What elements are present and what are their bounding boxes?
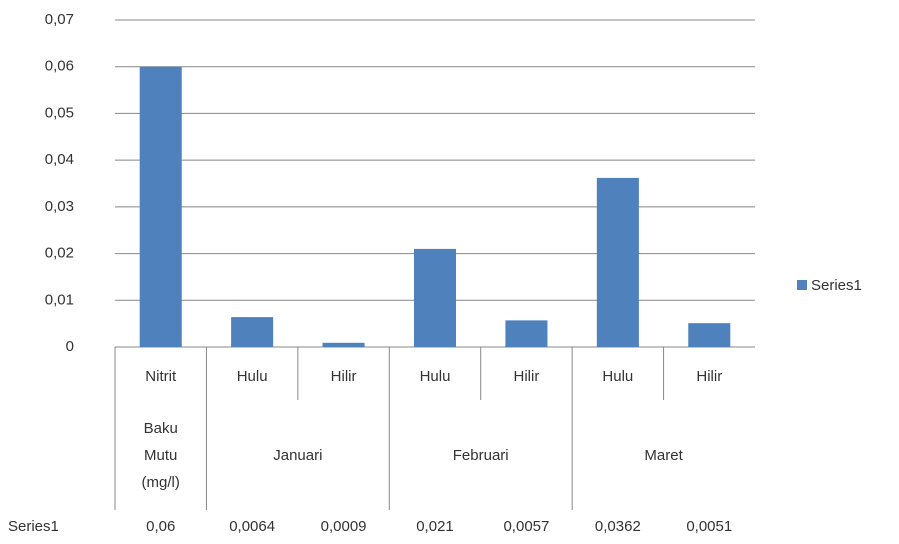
- category-group-label: Baku Mutu (mg/l): [141, 419, 180, 491]
- data-table-value: 0,0009: [321, 518, 367, 535]
- data-table-value: 0,06: [146, 518, 175, 535]
- x-tick-label: Hulu: [237, 368, 268, 385]
- bar: [139, 66, 182, 347]
- bar: [231, 317, 274, 347]
- legend-label: Series1: [811, 277, 862, 294]
- category-group-label: Maret: [644, 446, 683, 464]
- bar: [505, 320, 548, 347]
- y-tick-label: 0,01: [45, 291, 74, 308]
- x-tick-label: Hulu: [420, 368, 451, 385]
- data-table-value: 0,0064: [229, 518, 275, 535]
- data-table-series: Series1: [8, 518, 59, 535]
- category-group: Baku Mutu (mg/l): [115, 402, 206, 508]
- y-tick-label: 0,02: [45, 245, 74, 262]
- x-tick-label: Hulu: [602, 368, 633, 385]
- bar: [688, 323, 731, 347]
- y-tick-label: 0,04: [45, 151, 74, 168]
- category-group: Januari: [206, 402, 389, 508]
- data-table-value: 0,021: [416, 518, 454, 535]
- data-table-value: 0,0051: [686, 518, 732, 535]
- y-tick-label: 0,07: [45, 11, 74, 28]
- y-tick-label: 0,05: [45, 104, 74, 121]
- x-tick-label: Hilir: [331, 368, 357, 385]
- category-group-label: Februari: [452, 446, 509, 464]
- bar: [322, 342, 365, 347]
- category-group: Februari: [389, 402, 572, 508]
- data-table-value: 0,0057: [503, 518, 549, 535]
- x-tick-label: Hilir: [514, 368, 540, 385]
- x-tick-label: Nitrit: [145, 368, 177, 385]
- bar: [596, 177, 639, 347]
- bar: [413, 248, 457, 347]
- y-tick-label: 0: [66, 338, 74, 355]
- x-tick-label: Hilir: [696, 368, 722, 385]
- data-table-value: 0,0362: [595, 518, 641, 535]
- legend-swatch: [797, 280, 807, 290]
- category-group: Maret: [572, 402, 755, 508]
- category-group-label: Januari: [273, 446, 323, 464]
- y-tick-label: 0,03: [45, 198, 74, 215]
- y-tick-label: 0,06: [45, 58, 74, 75]
